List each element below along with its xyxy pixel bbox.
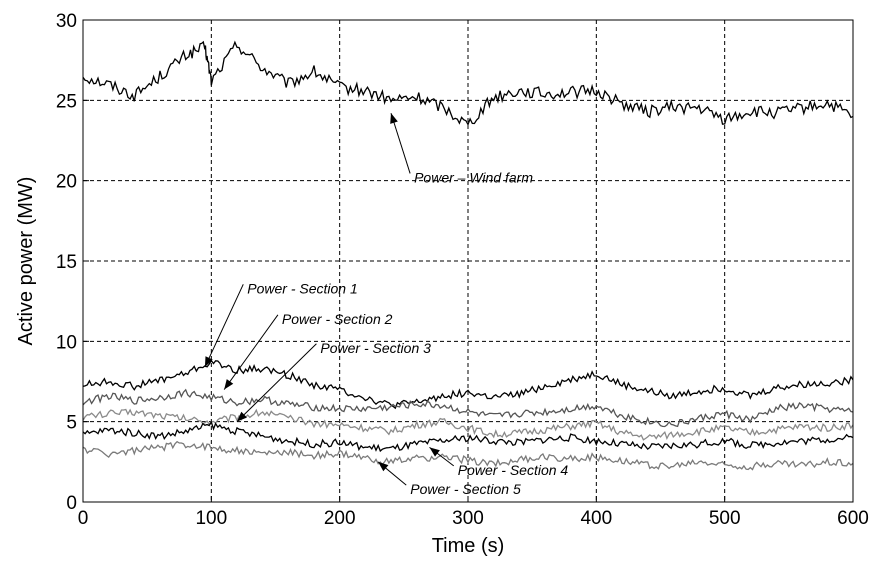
series-line <box>82 440 854 471</box>
annotation-label: Power - Section 1 <box>247 280 358 296</box>
annotation-arrowhead <box>224 379 234 390</box>
axis-ticks: 0 100 200 300 400 500 600 0 5 10 15 20 25 30 <box>56 11 869 529</box>
annotations: Power – Wind farm Power - Section 1 Power … <box>204 113 569 497</box>
annotation-arrow <box>223 314 279 390</box>
annotation-label: Power - Section 5 <box>410 481 521 497</box>
y-tick-label: 20 <box>56 172 77 193</box>
annotation-arrowhead <box>390 113 398 124</box>
annotation-label: Power – Wind farm <box>414 169 533 185</box>
annotation-label: Power - Section 4 <box>458 462 569 478</box>
x-tick-label: 400 <box>580 508 612 529</box>
y-tick-label: 25 <box>56 91 77 112</box>
x-tick-label: 100 <box>195 508 227 529</box>
annotation-arrowhead <box>429 447 440 457</box>
series-lines <box>82 40 854 471</box>
x-tick-label: 0 <box>78 508 89 529</box>
y-tick-label: 15 <box>56 252 77 273</box>
annotation-arrowhead <box>204 356 213 368</box>
y-axis-label: Active power (MW) <box>15 177 37 346</box>
y-tick-label: 10 <box>56 332 77 353</box>
series-line <box>82 388 854 428</box>
x-tick-label: 300 <box>452 508 484 529</box>
x-tick-label: 600 <box>837 508 869 529</box>
y-tick-label: 5 <box>66 413 77 434</box>
annotation-arrow <box>204 284 244 368</box>
series-line <box>82 40 854 127</box>
annotation-label: Power - Section 2 <box>282 311 393 327</box>
y-tick-label: 30 <box>56 11 77 32</box>
annotation-arrowhead <box>378 461 389 472</box>
x-tick-label: 200 <box>324 508 356 529</box>
annotation-arrowhead <box>237 411 247 422</box>
annotation-label: Power - Section 3 <box>320 340 431 356</box>
x-axis-label: Time (s) <box>432 535 505 557</box>
annotation-arrow <box>390 113 411 174</box>
x-tick-label: 500 <box>709 508 741 529</box>
annotation-arrow <box>236 343 317 423</box>
series-line <box>82 420 854 453</box>
y-tick-label: 0 <box>66 493 77 514</box>
